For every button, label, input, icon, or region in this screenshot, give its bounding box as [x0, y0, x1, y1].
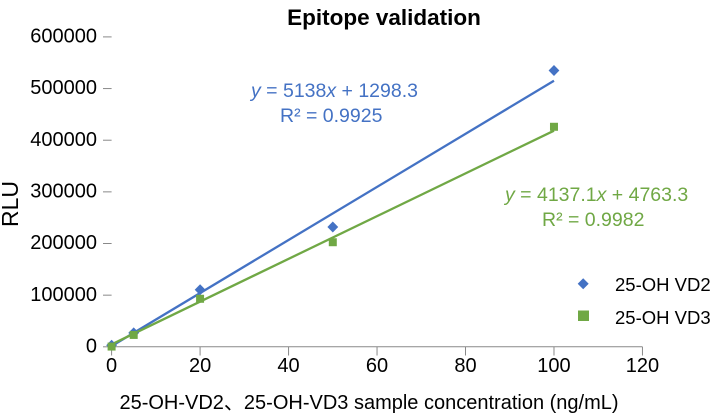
- svg-text:600000: 600000: [30, 26, 97, 48]
- svg-text:R² = 0.9982: R² = 0.9982: [542, 209, 644, 231]
- svg-text:200000: 200000: [30, 232, 97, 254]
- svg-text:0: 0: [86, 335, 97, 357]
- svg-text:25-OH VD3: 25-OH VD3: [615, 307, 711, 328]
- svg-text:120: 120: [626, 355, 659, 377]
- svg-text:20: 20: [189, 355, 211, 377]
- svg-text:500000: 500000: [30, 77, 97, 99]
- svg-text:60: 60: [366, 355, 388, 377]
- svg-text:25-OH VD2: 25-OH VD2: [615, 274, 711, 295]
- svg-text:400000: 400000: [30, 129, 97, 151]
- svg-text:100000: 100000: [30, 284, 97, 306]
- svg-text:R² = 0.9925: R² = 0.9925: [280, 105, 383, 127]
- svg-text:y = 4137.1x + 4763.3: y = 4137.1x + 4763.3: [503, 184, 688, 206]
- svg-text:300000: 300000: [30, 181, 97, 203]
- svg-text:80: 80: [454, 355, 476, 377]
- svg-text:RLU: RLU: [0, 181, 23, 227]
- svg-text:0: 0: [106, 355, 117, 377]
- svg-text:40: 40: [277, 355, 299, 377]
- svg-text:25-OH-VD2、25-OH-VD3 sample con: 25-OH-VD2、25-OH-VD3 sample concentration…: [119, 392, 618, 414]
- svg-text:100: 100: [537, 355, 570, 377]
- svg-text:y = 5138x + 1298.3: y = 5138x + 1298.3: [249, 80, 418, 102]
